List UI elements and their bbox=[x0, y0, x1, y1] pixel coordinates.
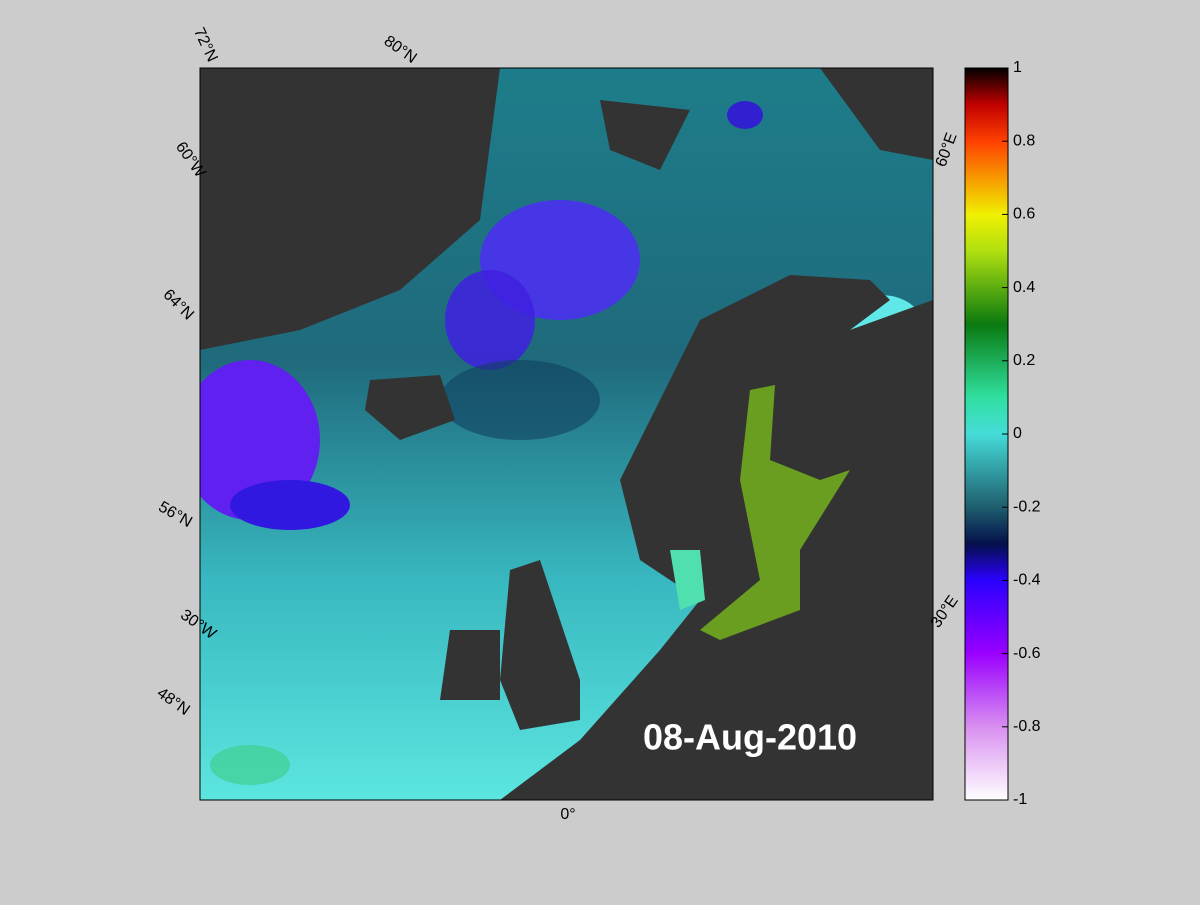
grid-label: 80°N bbox=[381, 33, 420, 67]
colorbar-tick-label: -1 bbox=[1013, 791, 1027, 808]
colorbar bbox=[964, 67, 1009, 801]
colorbar-tick-label: 0.8 bbox=[1013, 132, 1035, 149]
colorbar-tick-label: -0.6 bbox=[1013, 645, 1041, 662]
colorbar-tick-label: 0 bbox=[1013, 425, 1022, 442]
colorbar-tick-label: 0.6 bbox=[1013, 206, 1035, 223]
colorbar-tick-label: -0.4 bbox=[1013, 572, 1041, 589]
colorbar-tick-label: -0.8 bbox=[1013, 718, 1041, 735]
grid-label: 60°E bbox=[933, 131, 961, 170]
colorbar-tick-label: 0.4 bbox=[1013, 279, 1035, 296]
map bbox=[200, 68, 933, 800]
colorbar-ticks: 1 0.8 0.6 0.4 0.2 0 -0.2 -0.4 -0.6 -0.8 -1 bbox=[1002, 59, 1041, 808]
grid-label: 48°N bbox=[154, 685, 193, 719]
grid-label: 56°N bbox=[155, 498, 194, 531]
colorbar-tick-label: 1 bbox=[1013, 59, 1022, 76]
grid-label: 0° bbox=[560, 806, 575, 823]
colorbar-tick-label: 0.2 bbox=[1013, 352, 1035, 369]
colorbar-tick-label: -0.2 bbox=[1013, 498, 1041, 515]
date-label: 08-Aug-2010 bbox=[643, 717, 857, 758]
map-frame bbox=[199, 67, 934, 801]
grid-label: 72°N bbox=[190, 25, 221, 65]
grid-label: 64°N bbox=[160, 286, 197, 323]
